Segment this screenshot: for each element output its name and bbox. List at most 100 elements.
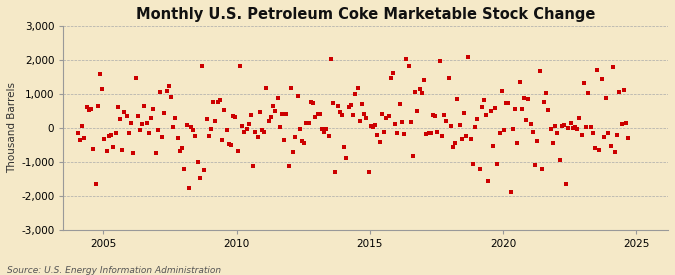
Point xyxy=(188,127,198,132)
Point xyxy=(139,104,150,109)
Point xyxy=(199,167,210,172)
Point xyxy=(356,102,367,106)
Point xyxy=(603,131,614,135)
Point xyxy=(286,86,296,91)
Point xyxy=(281,112,292,117)
Point xyxy=(372,132,383,137)
Point xyxy=(427,113,438,117)
Point xyxy=(385,76,396,80)
Point xyxy=(610,150,620,155)
Point xyxy=(363,170,374,174)
Point xyxy=(616,122,627,126)
Point xyxy=(496,89,507,93)
Point xyxy=(539,99,549,104)
Point xyxy=(223,142,234,146)
Point xyxy=(547,141,558,145)
Point xyxy=(414,87,425,92)
Point xyxy=(108,145,119,150)
Point xyxy=(387,71,398,76)
Point xyxy=(106,133,117,137)
Point xyxy=(383,114,394,118)
Point xyxy=(592,68,603,72)
Point xyxy=(92,103,103,108)
Point xyxy=(394,102,405,106)
Point xyxy=(134,128,145,133)
Point xyxy=(576,133,587,137)
Point xyxy=(172,136,183,140)
Point xyxy=(545,127,556,131)
Point xyxy=(175,148,186,153)
Point xyxy=(168,125,179,129)
Point xyxy=(521,118,532,123)
Point xyxy=(508,127,518,132)
Point xyxy=(263,119,274,123)
Point xyxy=(146,116,157,121)
Point xyxy=(477,105,487,110)
Point xyxy=(543,108,554,112)
Point xyxy=(601,95,612,100)
Point xyxy=(192,160,203,164)
Point xyxy=(587,130,598,135)
Point xyxy=(186,125,196,130)
Point xyxy=(256,127,267,132)
Point xyxy=(463,55,474,59)
Point xyxy=(456,137,467,142)
Point xyxy=(217,138,227,142)
Point xyxy=(132,114,143,118)
Point xyxy=(381,116,392,121)
Point xyxy=(361,116,372,120)
Point xyxy=(554,158,565,162)
Point xyxy=(612,133,622,137)
Point xyxy=(392,130,403,135)
Point xyxy=(110,130,121,135)
Point xyxy=(418,78,429,82)
Point xyxy=(354,119,365,123)
Point xyxy=(155,90,165,94)
Point xyxy=(350,92,360,97)
Point xyxy=(288,150,298,154)
Point xyxy=(512,140,522,145)
Point xyxy=(475,166,485,171)
Point xyxy=(122,114,132,118)
Point xyxy=(506,190,516,194)
Point xyxy=(623,136,634,141)
Point xyxy=(290,135,301,139)
Point xyxy=(221,128,232,133)
Point xyxy=(190,133,201,138)
Point xyxy=(396,120,407,124)
Point xyxy=(499,127,510,132)
Point xyxy=(150,151,161,155)
Point xyxy=(165,95,176,100)
Point xyxy=(518,96,529,101)
Point xyxy=(296,139,307,143)
Point xyxy=(239,130,250,134)
Point xyxy=(212,100,223,105)
Point xyxy=(284,164,294,168)
Point xyxy=(503,101,514,106)
Point xyxy=(343,105,354,110)
Point xyxy=(153,128,163,132)
Point xyxy=(483,179,494,183)
Point xyxy=(315,112,325,117)
Point xyxy=(196,64,207,68)
Point xyxy=(103,134,114,138)
Point xyxy=(570,125,580,130)
Point xyxy=(585,125,596,129)
Point xyxy=(390,122,401,127)
Point xyxy=(237,124,248,128)
Point xyxy=(348,113,358,117)
Point xyxy=(144,131,155,135)
Point xyxy=(412,109,423,114)
Point xyxy=(321,126,332,131)
Point xyxy=(425,130,436,135)
Point xyxy=(227,114,238,118)
Point xyxy=(130,76,141,80)
Point xyxy=(416,91,427,95)
Point xyxy=(399,132,410,137)
Point xyxy=(312,112,323,117)
Point xyxy=(332,104,343,109)
Point xyxy=(137,122,148,126)
Point xyxy=(201,117,212,121)
Point xyxy=(272,96,283,100)
Point xyxy=(79,136,90,140)
